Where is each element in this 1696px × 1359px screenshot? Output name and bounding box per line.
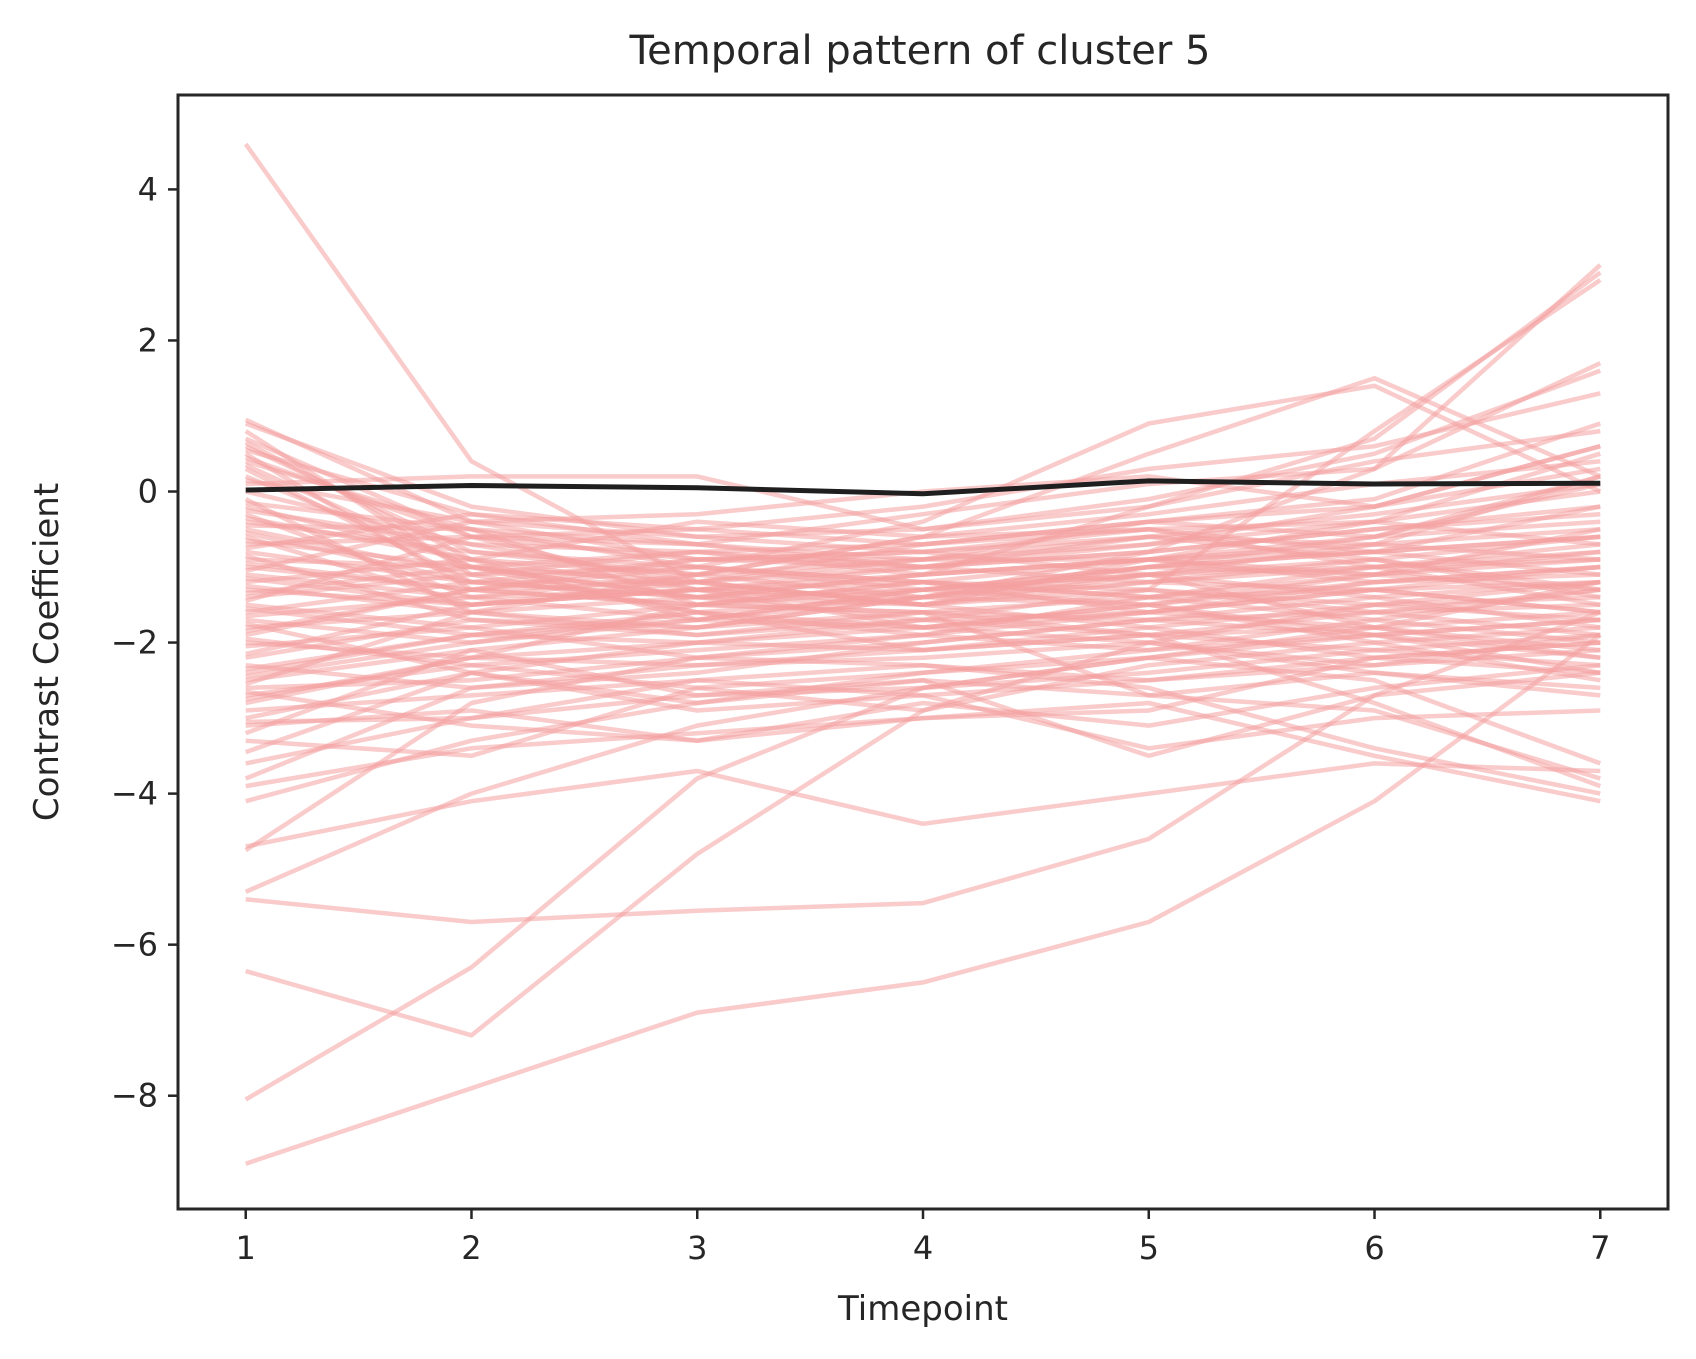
- x-tick-label: 1: [236, 1229, 256, 1267]
- x-axis-label: Timepoint: [837, 1289, 1008, 1329]
- series-group: [243, 142, 1602, 1166]
- series-line-85: [244, 440, 1601, 653]
- series-line-87: [245, 678, 1601, 781]
- series-line-50: [245, 579, 1601, 691]
- series-line-84: [244, 455, 1601, 615]
- y-tick-label: −2: [111, 624, 158, 662]
- series-line-83: [245, 523, 1601, 608]
- series-line-88: [245, 662, 1601, 743]
- x-axis-ticks: 1 2 3 4 5 6 7: [236, 1209, 1610, 1267]
- series-line-59: [245, 368, 1602, 532]
- chart-title: Temporal pattern of cluster 5: [628, 28, 1210, 74]
- y-axis-ticks: −8 −6 −4 −2 0 2 4: [111, 170, 178, 1115]
- series-line-82: [245, 576, 1601, 668]
- series-line-77: [245, 504, 1601, 619]
- mean-series-line: [245, 478, 1601, 497]
- x-tick-label: 3: [687, 1229, 707, 1267]
- y-tick-label: −6: [111, 926, 158, 964]
- plot-frame: [176, 93, 1670, 1211]
- x-tick-label: 5: [1139, 1229, 1159, 1267]
- y-axis-label: Contrast Coefficient: [27, 483, 67, 821]
- series-line-2: [244, 633, 1602, 1166]
- y-tick-label: 2: [138, 321, 158, 359]
- series-line-74: [245, 477, 1601, 555]
- series-line-73: [245, 508, 1601, 585]
- x-tick-label: 4: [913, 1229, 933, 1267]
- series-line-86: [245, 621, 1601, 713]
- x-tick-label: 7: [1590, 1229, 1610, 1267]
- y-tick-label: −4: [111, 775, 158, 813]
- x-tick-label: 2: [461, 1229, 481, 1267]
- x-tick-label: 6: [1364, 1229, 1384, 1267]
- series-line-81: [245, 587, 1601, 702]
- series-line-7: [245, 761, 1601, 849]
- y-tick-label: 4: [138, 170, 158, 208]
- y-tick-label: 0: [138, 473, 158, 511]
- series-line-65: [245, 636, 1602, 766]
- y-tick-label: −8: [111, 1077, 158, 1115]
